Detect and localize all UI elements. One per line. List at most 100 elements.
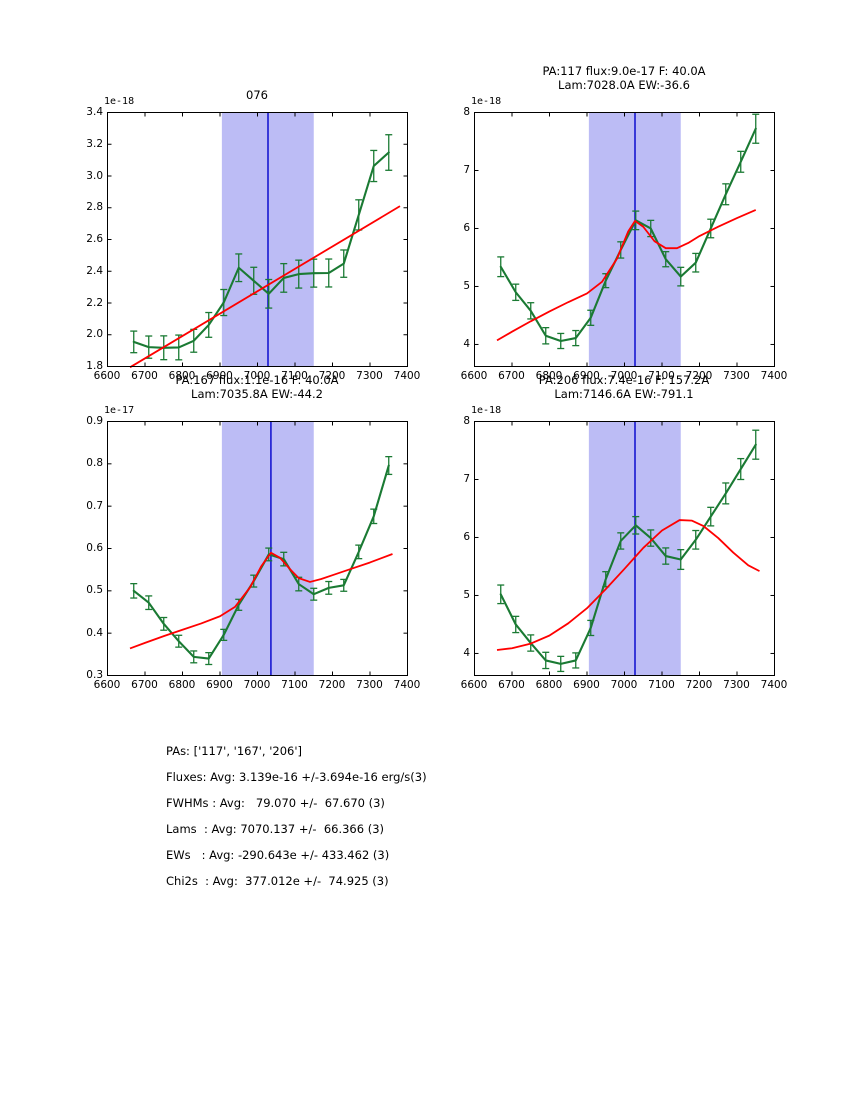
y-tick-label: 7 (463, 472, 470, 485)
y-tick-label: 7 (463, 163, 470, 176)
y-tick-label: 2.8 (86, 201, 103, 214)
chart-svg (107, 112, 408, 369)
x-tick-label: 6800 (535, 679, 563, 691)
x-tick-label: 6700 (498, 679, 525, 691)
y-tick-label: 3.4 (86, 106, 103, 118)
x-tick-label: 7200 (685, 370, 713, 382)
x-tick-label: 7300 (723, 679, 750, 691)
panel-title: PA:206 flux:7.4e-16 F: 157.2A Lam:7146.6A… (474, 373, 774, 401)
error-bars (130, 134, 393, 361)
axes-frame (107, 112, 408, 367)
summary-line-lams: Lams : Avg: 7070.137 +/- 66.366 (3) (166, 822, 385, 836)
x-tick-label: 7400 (393, 370, 421, 382)
plot-panel-076[interactable]: 6600 6700 6800 6900 7000 7100 7200 7300 7400 1.8 2… (86, 106, 420, 382)
fit-curve (496, 519, 760, 651)
y-tick-label: 0.3 (86, 669, 103, 681)
plot-panel-pa206[interactable]: 6600 6700 6800 6900 7000 7100 7200 7300 7400 4 5 6 7… (461, 415, 788, 691)
y-tick-label: 8 (463, 415, 470, 427)
chart-svg (107, 421, 408, 676)
summary-line-pas: PAs: ['117', '167', '206'] (166, 744, 303, 758)
x-tick-label: 6700 (131, 679, 158, 691)
x-tick-label: 7000 (610, 370, 638, 382)
x-tick-label: 6600 (460, 370, 488, 382)
x-tick-label: 7100 (281, 679, 308, 691)
y-tick-label: 0.4 (86, 626, 103, 639)
x-tick-label: 7000 (610, 679, 638, 691)
y-tick-label: 2.2 (86, 296, 103, 309)
axis-exponent-label: 1e-18 (471, 405, 502, 416)
panel-title-line: Lam:7146.6A EW:-791.1 (554, 387, 694, 401)
x-tick-label: 7400 (760, 679, 788, 691)
panel-title: PA:167 flux:1.1e-16 F: 40.0A Lam:7035.8A … (107, 373, 407, 401)
panel-title-line: PA:206 flux:7.4e-16 F: 157.2A (538, 373, 710, 387)
x-tick-label: 6800 (168, 370, 196, 382)
y-tick-label: 0.6 (86, 542, 103, 554)
summary-line-ews: EWs : Avg: -290.643e +/- 433.462 (3) (166, 848, 390, 862)
summary-statistics-block: PAs: ['117', '167', '206'] Fluxes: Avg: … (166, 738, 726, 894)
x-tick-label: 7200 (318, 679, 346, 691)
x-tick-label: 7000 (243, 370, 271, 382)
fit-curve (496, 209, 757, 342)
x-tick-label: 7200 (318, 370, 346, 382)
panel-title-line: PA:167 flux:1.1e-16 F: 40.0A (175, 373, 339, 387)
summary-line-fluxes: Fluxes: Avg: 3.139e-16 +/-3.694e-16 erg/… (166, 770, 427, 784)
y-tick-label: 4 (463, 337, 470, 350)
y-tick-label: 4 (463, 646, 470, 659)
axes-frame (474, 421, 775, 676)
x-tick-label: 7400 (393, 679, 421, 691)
x-tick-label: 6800 (535, 370, 563, 382)
summary-line-fwhms: FWHMs : Avg: 79.070 +/- 67.670 (3) (166, 796, 385, 810)
chart-svg (474, 112, 775, 367)
x-tick-label: 6900 (206, 370, 233, 382)
x-tick-label: 7200 (685, 679, 713, 691)
y-tick-label: 5 (463, 279, 470, 292)
plot-panel-pa117[interactable]: 6600 6700 6800 6900 7000 7100 7200 7300 7400 4 5 6 7… (461, 106, 788, 382)
fit-curve (129, 551, 393, 650)
x-tick-label: 6700 (131, 370, 158, 382)
axis-exponent-label: 1e-18 (471, 96, 502, 107)
y-tick-label: 0.8 (86, 457, 103, 470)
y-tick-label: 0.7 (86, 499, 103, 512)
spectrum-line (499, 127, 757, 343)
panel-title: 076 (107, 88, 407, 102)
x-tick-label: 7100 (648, 679, 675, 691)
x-tick-label: 6900 (573, 370, 600, 382)
y-tick-label: 2.6 (86, 233, 103, 245)
y-tick-label: 3.2 (86, 137, 103, 150)
panel-title-line: 076 (246, 88, 268, 102)
x-tick-label: 7300 (356, 370, 383, 382)
y-tick-label: 5 (463, 588, 470, 601)
x-tick-label: 7400 (760, 370, 788, 382)
x-tick-label: 7100 (281, 370, 308, 382)
summary-line-chi2s: Chi2s : Avg: 377.012e +/- 74.925 (3) (166, 874, 389, 888)
y-tick-label: 0.5 (86, 584, 103, 597)
x-tick-label: 6700 (498, 370, 525, 382)
panel-title-line: Lam:7035.8A EW:-44.2 (191, 387, 323, 401)
x-tick-label: 6600 (93, 370, 121, 382)
chart-svg (474, 421, 775, 676)
y-tick-label: 1.8 (86, 360, 103, 372)
y-tick-label: 2.4 (86, 264, 103, 277)
axis-exponent-label: 1e-18 (104, 96, 135, 107)
y-tick-label: 2.0 (86, 328, 103, 341)
panel-title-line: Lam:7028.0A EW:-36.6 (558, 78, 690, 92)
x-tick-label: 7300 (356, 679, 383, 691)
y-tick-label: 6 (463, 221, 470, 234)
panel-title-line: PA:117 flux:9.0e-17 F: 40.0A (542, 64, 706, 78)
x-tick-label: 6800 (168, 679, 196, 691)
y-tick-label: 3.0 (86, 169, 103, 182)
axes-frame (107, 421, 408, 676)
x-tick-label: 6900 (206, 679, 233, 691)
axes-frame (474, 112, 775, 367)
spectrum-line (499, 443, 757, 665)
x-tick-label: 7100 (648, 370, 675, 382)
x-tick-label: 6600 (460, 679, 488, 691)
axis-exponent-label: 1e-17 (104, 405, 135, 416)
x-tick-label: 6900 (573, 679, 600, 691)
x-tick-label: 6600 (93, 679, 121, 691)
x-tick-label: 7300 (723, 370, 750, 382)
plot-panel-pa167[interactable]: 6600 6700 6800 6900 7000 7100 7200 7300 7400 0.3 0… (86, 415, 420, 691)
x-tick-label: 7000 (243, 679, 271, 691)
spectrum-line (132, 151, 390, 349)
